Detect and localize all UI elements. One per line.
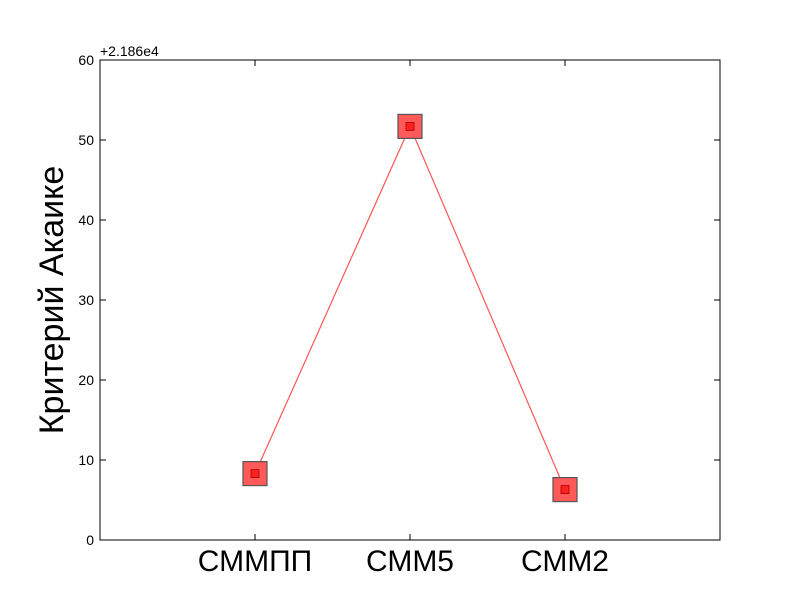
- x-axis: СММПП СММ5 СММ2: [198, 60, 609, 578]
- y-tick-label: 30: [78, 292, 94, 308]
- y-tick-label: 60: [78, 52, 94, 68]
- y-tick-label: 10: [78, 452, 94, 468]
- y-tick-label: 20: [78, 372, 94, 388]
- plot-area: [99, 59, 721, 541]
- x-tick-label: СММ5: [366, 545, 454, 578]
- data-point-inner-marker: [250, 469, 260, 479]
- x-tick-label: СММПП: [198, 545, 312, 578]
- y-offset-label: +2.186e4: [100, 43, 159, 59]
- x-tick-label: СММ2: [521, 545, 609, 578]
- y-tick-label: 0: [86, 532, 94, 548]
- y-tick-label: 50: [78, 132, 94, 148]
- y-axis: 0 10 20 30 40 50 60: [78, 52, 720, 548]
- data-point-inner-marker: [560, 485, 570, 495]
- y-tick-label: 40: [78, 212, 94, 228]
- markers: [242, 113, 578, 503]
- y-axis-title: Критерий Акаике: [33, 166, 71, 435]
- data-point-inner-marker: [405, 122, 415, 131]
